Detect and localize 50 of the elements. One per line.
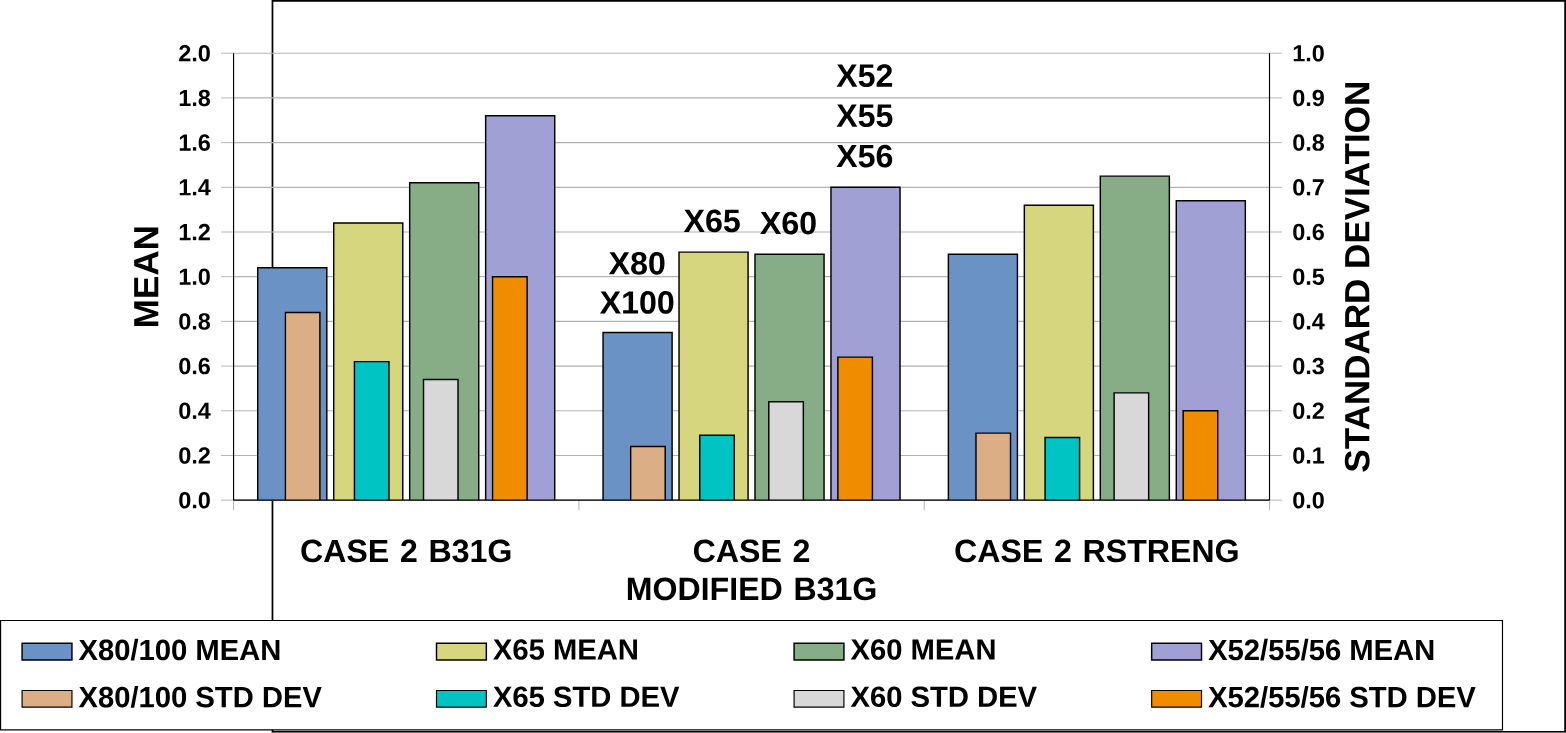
bar <box>768 401 805 501</box>
y-tick-label: 0.4 <box>179 402 211 420</box>
y-axis-title: MEAN <box>134 227 159 327</box>
annotation: X55 <box>836 104 893 128</box>
y-tick-label: 0.8 <box>179 313 211 330</box>
y2-tick-label: 0.5 <box>1293 268 1325 286</box>
annotation: X65 <box>683 209 740 233</box>
y2-tick-label: 0.4 <box>1293 313 1325 330</box>
legend-label: X65 MEAN <box>493 639 637 660</box>
bar <box>491 276 528 501</box>
y2-tick-label: 0.1 <box>1293 447 1325 464</box>
y-tick-label: 1.4 <box>179 179 211 196</box>
y2-tick-label: 0.8 <box>1293 134 1325 151</box>
x-tick-label: CASE 2 B31G <box>301 539 511 563</box>
bar <box>1182 410 1219 501</box>
x-tick-label: CASE 2 MODIFIED B31G <box>627 539 876 601</box>
annotation: X52 <box>836 64 893 88</box>
y2-tick-label: 1.0 <box>1293 45 1324 62</box>
y2-axis-title: STANDARD DEVIATION <box>1344 83 1370 472</box>
y2-tick-label: 0.7 <box>1293 179 1324 196</box>
y-tick-label: 1.2 <box>179 223 210 241</box>
bar <box>837 356 874 501</box>
y2-tick-label: 0.0 <box>1293 491 1324 509</box>
annotation: X80 <box>608 252 665 275</box>
y2-tick-label: 0.6 <box>1293 223 1324 241</box>
annotation: X100 <box>600 291 674 314</box>
bar <box>629 445 666 501</box>
y-tick-label: 1.0 <box>179 268 210 286</box>
y-tick-label: 0.6 <box>179 357 210 375</box>
bar <box>1113 392 1150 501</box>
annotation: X60 <box>760 211 816 235</box>
bar <box>975 432 1012 501</box>
bar <box>422 378 459 501</box>
y2-tick-label: 0.2 <box>1293 402 1324 420</box>
annotation: X56 <box>836 144 893 168</box>
legend-label: X60 MEAN <box>850 639 995 660</box>
legend-label: X65 STD DEV <box>493 686 680 708</box>
legend-label: X52/55/56 STD DEV <box>1208 686 1476 708</box>
legend-label: X60 STD DEV <box>850 686 1037 708</box>
y-tick-label: 1.6 <box>179 134 210 151</box>
y-tick-label: 2.0 <box>179 45 210 62</box>
legend-label: X52/55/56 MEAN <box>1208 638 1434 661</box>
y-tick-label: 0.2 <box>179 447 210 464</box>
legend-label: X80/100 STD DEV <box>78 686 322 708</box>
y-tick-label: 1.8 <box>179 89 211 107</box>
y-tick-label: 0.0 <box>179 492 210 509</box>
y2-tick-label: 0.3 <box>1293 357 1324 375</box>
x-tick-label: CASE 2 RSTRENG <box>955 539 1238 563</box>
legend-label: X80/100 MEAN <box>78 638 280 661</box>
y2-tick-label: 0.9 <box>1293 89 1324 107</box>
